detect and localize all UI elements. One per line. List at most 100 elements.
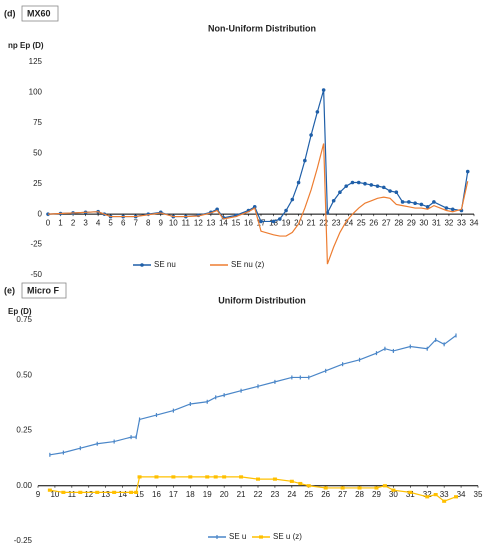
x-tick-label: 32 — [444, 218, 453, 227]
x-tick-label: 13 — [101, 490, 110, 499]
point — [172, 408, 174, 413]
x-tick-label: 28 — [394, 218, 403, 227]
point — [296, 180, 301, 185]
x-tick-label: 1 — [58, 218, 63, 227]
point — [432, 200, 436, 204]
point — [240, 388, 242, 393]
point — [206, 399, 208, 404]
point — [298, 481, 303, 486]
x-tick-label: 31 — [406, 490, 415, 499]
point — [369, 183, 374, 187]
y-tick-label: 0 — [38, 209, 43, 218]
y-tick-label: 25 — [33, 179, 42, 188]
y-tick-label: 75 — [33, 118, 42, 127]
panel-label: (e) — [4, 285, 15, 295]
point — [338, 190, 342, 195]
y-tick-label: 100 — [29, 88, 43, 97]
x-tick-label: 21 — [307, 218, 316, 227]
point — [239, 475, 244, 479]
x-tick-label: 6 — [121, 218, 126, 227]
point — [357, 486, 362, 490]
x-tick-label: 35 — [474, 490, 483, 499]
point — [444, 206, 449, 210]
point — [135, 435, 137, 440]
point — [303, 158, 307, 163]
point — [425, 495, 430, 499]
point — [391, 488, 396, 492]
point — [171, 475, 176, 479]
x-tick-label: 10 — [169, 218, 178, 227]
legend-label: SE nu (z) — [231, 260, 265, 269]
point — [306, 484, 311, 488]
point — [356, 180, 361, 185]
point — [433, 492, 438, 497]
point — [259, 219, 263, 224]
x-tick-label: 0 — [46, 218, 51, 227]
point — [342, 362, 344, 367]
point — [290, 197, 295, 202]
x-tick-label: 9 — [36, 490, 41, 499]
point — [413, 201, 417, 205]
x-tick-label: 9 — [159, 218, 164, 227]
series-line — [47, 143, 469, 265]
point — [61, 490, 66, 494]
point — [340, 486, 345, 490]
point — [138, 417, 141, 422]
x-tick-label: 15 — [135, 490, 144, 499]
x-tick-label: 22 — [254, 490, 263, 499]
point — [400, 200, 405, 204]
point — [381, 185, 386, 190]
x-tick-label: 12 — [194, 218, 203, 227]
y-tick-label: -50 — [30, 270, 42, 279]
series-line — [49, 334, 457, 456]
x-tick-label: 26 — [321, 490, 330, 499]
series-line — [47, 89, 469, 223]
legend-marker — [259, 535, 263, 539]
point — [435, 337, 437, 342]
point — [291, 375, 293, 380]
point — [358, 357, 361, 362]
point — [189, 401, 191, 406]
y-tick-label: 0.00 — [16, 481, 32, 490]
x-tick-label: 25 — [304, 490, 313, 499]
point — [112, 490, 117, 494]
legend-marker — [216, 535, 218, 539]
point — [113, 439, 115, 444]
chart-title: Non-Uniform Distribution — [208, 23, 316, 33]
point — [419, 202, 424, 207]
x-tick-label: 22 — [319, 218, 328, 227]
legend-marker — [140, 263, 144, 267]
point — [62, 450, 64, 455]
x-tick-label: 28 — [355, 490, 364, 499]
point — [213, 475, 218, 479]
point — [450, 207, 455, 212]
point — [223, 393, 225, 398]
x-tick-label: 4 — [96, 218, 101, 227]
point — [325, 368, 327, 373]
point — [382, 484, 387, 488]
point — [79, 446, 81, 451]
x-tick-label: 7 — [133, 218, 138, 227]
point — [130, 435, 132, 440]
point — [277, 217, 282, 221]
point — [465, 169, 470, 174]
point — [47, 488, 52, 492]
point — [129, 490, 134, 494]
point — [374, 486, 379, 490]
x-tick-label: 13 — [206, 218, 215, 227]
chart-title: Uniform Distribution — [218, 295, 306, 305]
point — [271, 219, 276, 224]
legend-label: SE nu — [154, 260, 176, 269]
point — [425, 205, 430, 209]
point — [95, 490, 100, 494]
point — [78, 490, 83, 494]
x-tick-label: 11 — [182, 218, 191, 227]
point — [350, 180, 355, 185]
point — [96, 441, 98, 446]
x-tick-label: 10 — [50, 490, 59, 499]
point — [205, 475, 210, 479]
point — [299, 375, 301, 380]
x-tick-label: 19 — [282, 218, 291, 227]
point — [308, 375, 310, 380]
